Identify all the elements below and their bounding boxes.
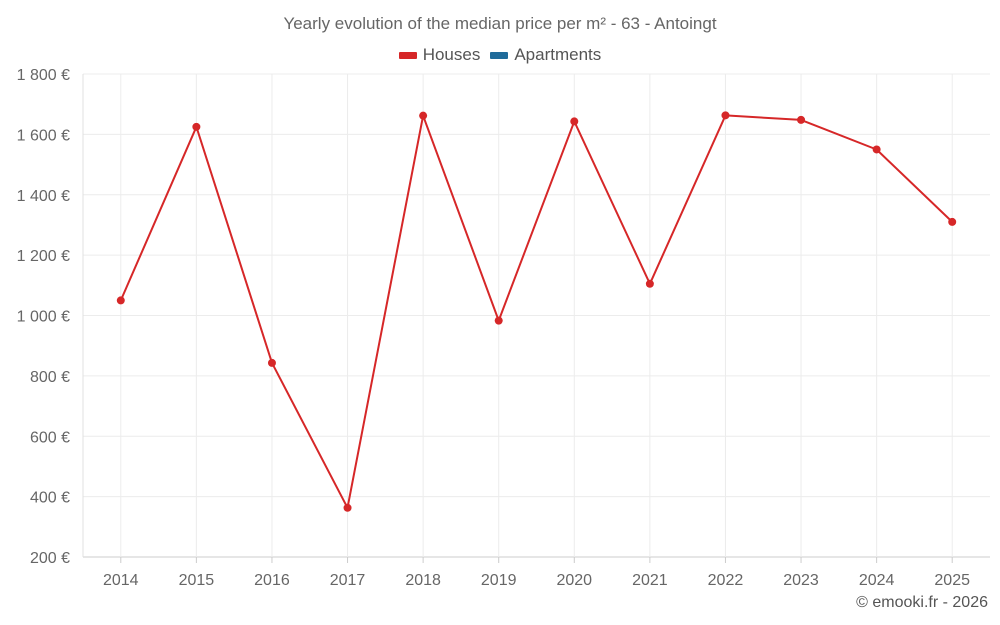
y-tick-label: 1 200 € bbox=[17, 248, 70, 265]
x-tick-label: 2017 bbox=[330, 572, 366, 589]
y-tick-label: 200 € bbox=[30, 550, 70, 567]
y-tick-label: 400 € bbox=[30, 490, 70, 507]
legend-item-houses[interactable]: Houses bbox=[398, 45, 481, 65]
data-point-houses-2020 bbox=[570, 117, 579, 126]
legend-label-apartments: Apartments bbox=[514, 45, 602, 64]
x-tick-label: 2025 bbox=[934, 572, 970, 589]
y-tick-label: 600 € bbox=[30, 429, 70, 446]
data-point-houses-2018 bbox=[419, 111, 428, 120]
data-point-houses-2015 bbox=[192, 122, 201, 131]
x-tick-label: 2015 bbox=[179, 572, 215, 589]
x-tick-label: 2023 bbox=[783, 572, 819, 589]
legend: Houses Apartments bbox=[0, 45, 1000, 65]
x-tick-label: 2024 bbox=[859, 572, 895, 589]
legend-item-apartments[interactable]: Apartments bbox=[490, 45, 601, 65]
x-tick-label: 2018 bbox=[405, 572, 441, 589]
chart-title: Yearly evolution of the median price per… bbox=[283, 14, 717, 33]
data-point-houses-2022 bbox=[721, 111, 730, 120]
series-line-houses bbox=[119, 114, 953, 509]
data-point-houses-2019 bbox=[494, 316, 503, 325]
y-tick-label: 800 € bbox=[30, 369, 70, 386]
credit-text: © emooki.fr - 2026 bbox=[856, 594, 988, 611]
data-point-houses-2025 bbox=[948, 217, 957, 226]
y-tick-label: 1 400 € bbox=[17, 188, 70, 205]
y-tick-label: 1 800 € bbox=[17, 67, 70, 84]
x-tick-label: 2021 bbox=[632, 572, 668, 589]
legend-swatch-apartments bbox=[490, 51, 509, 59]
x-tick-label: 2022 bbox=[708, 572, 744, 589]
legend-swatch-houses bbox=[398, 51, 417, 59]
data-point-houses-2024 bbox=[872, 145, 881, 154]
x-tick-label: 2019 bbox=[481, 572, 517, 589]
data-point-houses-2021 bbox=[645, 279, 654, 288]
data-point-houses-2023 bbox=[797, 115, 806, 124]
data-point-houses-2017 bbox=[343, 503, 352, 512]
legend-label-houses: Houses bbox=[422, 45, 481, 64]
x-tick-label: 2016 bbox=[254, 572, 290, 589]
data-point-houses-2016 bbox=[267, 358, 276, 367]
y-tick-label: 1 600 € bbox=[17, 127, 70, 144]
x-tick-label: 2014 bbox=[103, 572, 139, 589]
data-point-houses-2014 bbox=[116, 296, 125, 305]
y-tick-label: 1 000 € bbox=[17, 309, 70, 326]
x-tick-label: 2020 bbox=[556, 572, 592, 589]
